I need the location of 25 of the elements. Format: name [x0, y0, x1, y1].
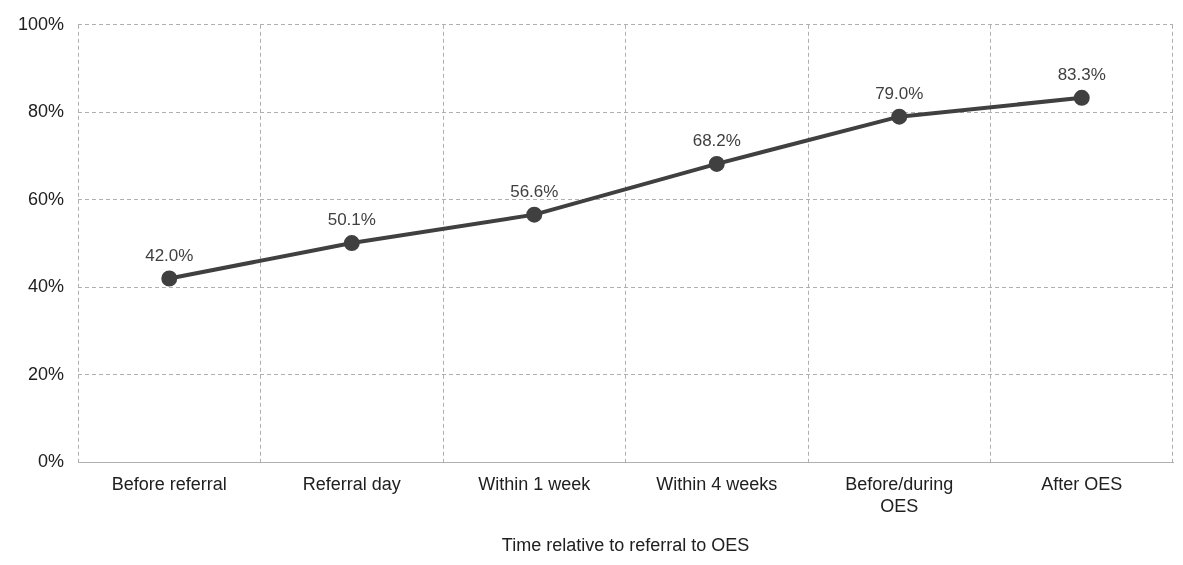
x-tick-label: Before referral [111, 473, 227, 494]
x-tick-label: Within 4 weeks [656, 473, 778, 494]
y-tick-label: 80% [28, 101, 65, 122]
data-label: 56.6% [510, 181, 559, 201]
y-tick-label: 40% [28, 276, 65, 297]
x-tick-label: Before/during OES [845, 473, 954, 516]
y-tick-label: 60% [28, 188, 65, 209]
x-axis-title: Time relative to referral to OES [501, 535, 750, 556]
x-tick-label: After OES [1041, 473, 1123, 494]
y-tick-label: 0% [38, 451, 65, 472]
data-label: 83.3% [1057, 65, 1106, 85]
data-label: 68.2% [692, 131, 741, 151]
x-tick-label: Referral day [302, 473, 401, 494]
y-tick-label: 100% [17, 13, 65, 34]
point [343, 235, 360, 252]
point [526, 206, 543, 223]
data-label: 50.1% [327, 210, 376, 230]
x-tick-label: Within 1 week [478, 473, 592, 494]
point [161, 270, 178, 287]
data-label: 42.0% [145, 245, 194, 265]
data-label: 79.0% [875, 83, 924, 103]
point [891, 108, 908, 125]
point [1073, 89, 1090, 106]
point [708, 155, 725, 172]
y-tick-label: 20% [28, 363, 65, 384]
